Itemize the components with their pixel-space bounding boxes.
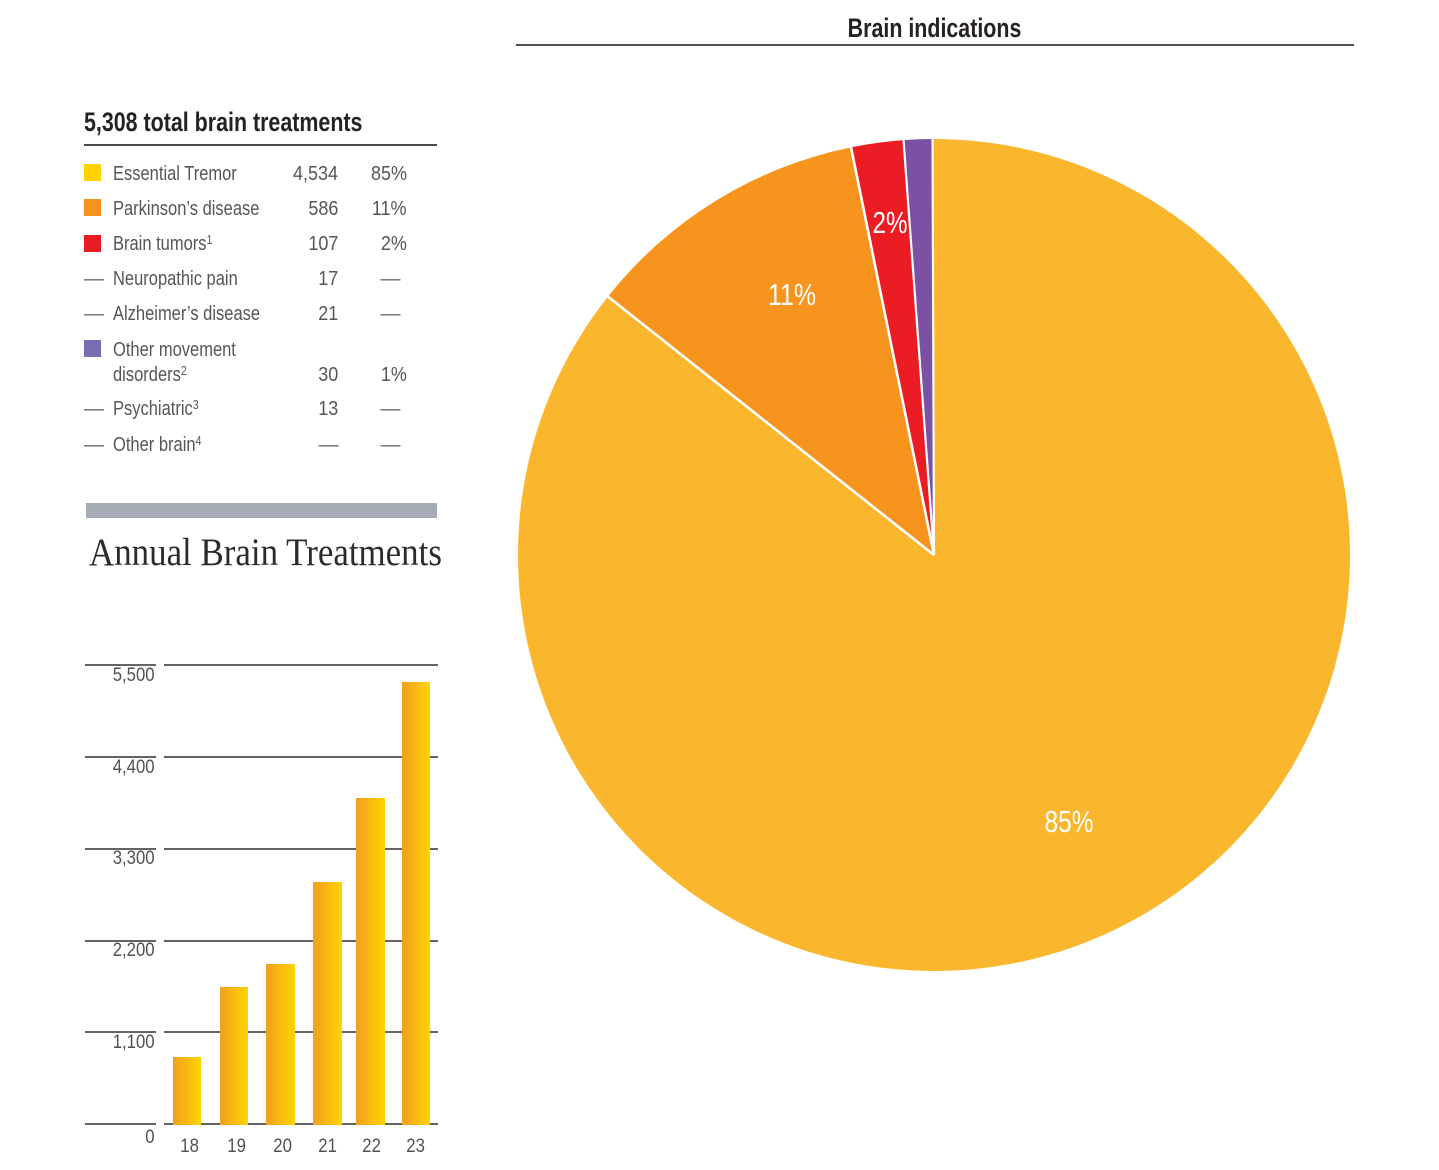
svg-text:2%: 2% xyxy=(873,205,908,240)
svg-text:11%: 11% xyxy=(768,277,816,312)
svg-text:85%: 85% xyxy=(1045,804,1094,839)
